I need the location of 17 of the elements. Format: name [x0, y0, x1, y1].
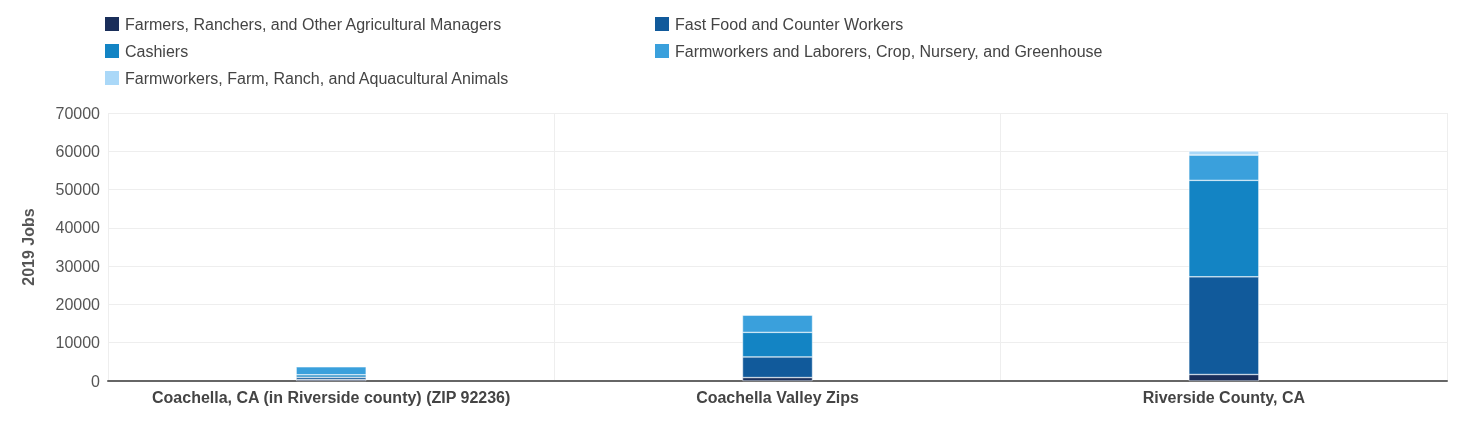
y-tick-label: 70000: [55, 104, 101, 122]
y-tick-label: 60000: [55, 142, 101, 160]
y-tick-label: 20000: [55, 295, 101, 313]
y-tick-label: 40000: [55, 219, 101, 237]
y-tick-label: 50000: [55, 181, 101, 199]
y-tick-label: 10000: [55, 334, 101, 352]
legend-label: Cashiers: [125, 42, 189, 60]
legend-label: Farmworkers, Farm, Ranch, and Aquacultural Animals: [125, 69, 509, 87]
y-tick-label: 30000: [55, 257, 101, 275]
y-tick-label: 0: [91, 372, 101, 390]
x-tick-label: Coachella Valley Zips: [696, 388, 859, 406]
x-tick-label: Coachella, CA (in Riverside county) (ZIP 92236): [152, 388, 511, 406]
legend-label: Farmworkers and Laborers, Crop, Nursery, and Greenhouse: [675, 42, 1103, 60]
legend-label: Farmers, Ranchers, and Other Agricultural Managers: [125, 15, 502, 33]
x-tick-label: Riverside County, CA: [1142, 388, 1306, 406]
legend-label: Fast Food and Counter Workers: [675, 15, 904, 33]
y-axis-title: 2019 Jobs: [19, 208, 37, 286]
